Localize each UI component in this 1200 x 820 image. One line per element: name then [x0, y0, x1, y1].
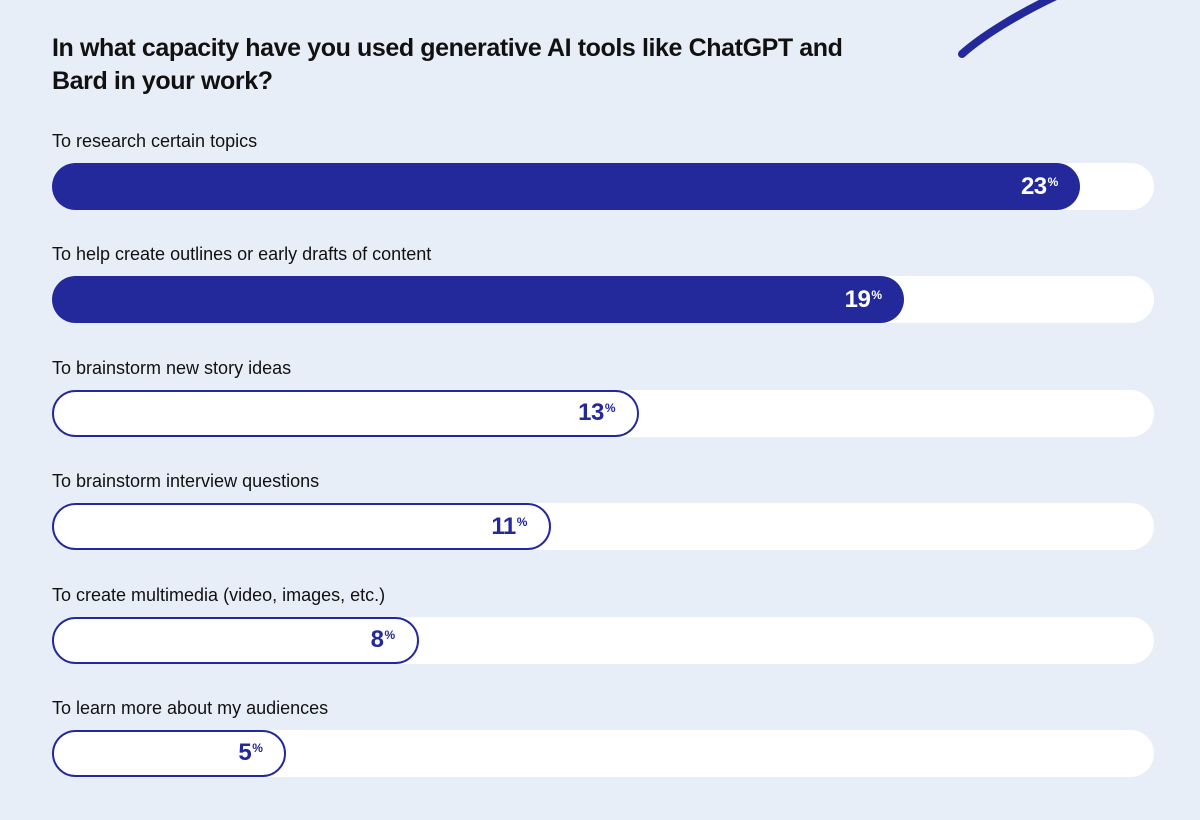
bar: 19% [52, 276, 904, 324]
bar-track: 19% [52, 276, 1154, 324]
bar: 8% [52, 616, 419, 664]
bar-value-label: 11% [491, 505, 527, 548]
bar-value-unit: % [871, 287, 882, 302]
bar-row: To brainstorm new story ideas 13% [52, 355, 1154, 468]
bar-chart: To research certain topics 23% To help cre… [52, 128, 1154, 808]
bar-track: 13% [52, 389, 1154, 437]
bar-track: 23% [52, 163, 1154, 210]
bar-label: To create multimedia (video, images, etc… [52, 584, 386, 605]
bar-label: To help create outlines or early drafts … [52, 244, 432, 265]
bar-label: To brainstorm interview questions [52, 471, 320, 492]
bar-label: To research certain topics [52, 131, 258, 151]
bar: 11% [52, 503, 551, 551]
bar: 23% [52, 163, 1080, 210]
bar-value-unit: % [252, 741, 263, 756]
bar-row: To brainstorm interview questions 11% [52, 468, 1154, 581]
bar-value-unit: % [516, 514, 528, 529]
bar-value-label: 19% [845, 276, 882, 323]
bar-value-unit: % [1047, 174, 1059, 189]
chart-title: In what capacity have you used generativ… [52, 34, 843, 95]
bar-track: 8% [52, 616, 1154, 664]
bar-value-number: 8 [370, 626, 384, 654]
bar-label: To brainstorm new story ideas [52, 357, 292, 378]
bar-value-label: 23% [1021, 163, 1058, 210]
bar-value-unit: % [384, 628, 395, 643]
bar-label: To learn more about my audiences [52, 697, 329, 718]
bar-value-label: 8% [370, 619, 396, 662]
bar-row: To help create outlines or early drafts … [52, 241, 1154, 354]
bar: 5% [52, 729, 287, 777]
bar-track: 5% [52, 729, 1154, 777]
bar-value-number: 11 [491, 512, 516, 540]
bar-value-unit: % [604, 401, 616, 416]
bar-value-number: 13 [578, 399, 604, 427]
bar-track: 11% [52, 503, 1154, 551]
bar-row: To create multimedia (video, images, etc… [52, 582, 1154, 695]
bar-value-number: 23 [1020, 172, 1047, 200]
bar-value-number: 19 [844, 285, 871, 313]
bar-value-number: 5 [238, 739, 252, 767]
bar-value-label: 13% [578, 392, 615, 435]
bar-row: To learn more about my audiences 5% [52, 695, 1154, 808]
bar: 13% [52, 389, 640, 437]
bar-row: To research certain topics 23% [52, 128, 1154, 241]
bar-value-label: 5% [238, 732, 263, 775]
